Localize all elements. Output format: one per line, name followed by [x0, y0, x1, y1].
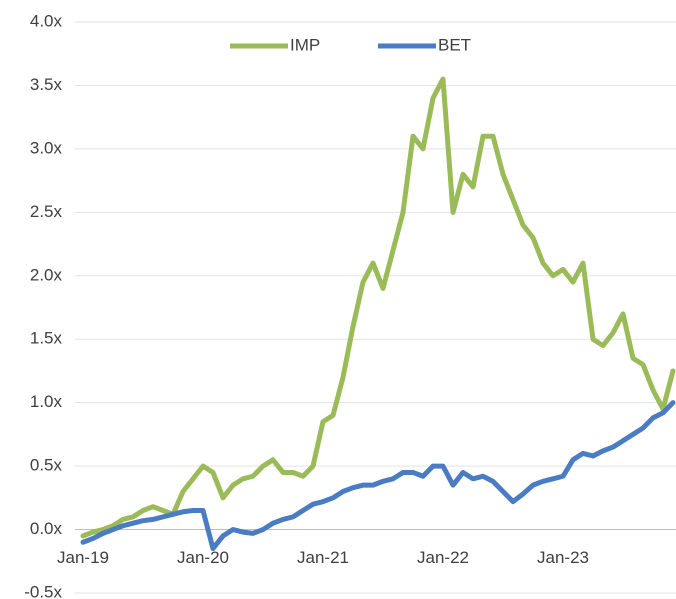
line-series	[80, 400, 676, 552]
y-tick-label: 0.5x	[30, 456, 63, 475]
y-tick-label: 3.5x	[30, 75, 63, 94]
legend-label: IMP	[290, 35, 320, 54]
y-tick-label: 1.5x	[30, 329, 63, 348]
y-tick-label: -0.5x	[24, 582, 62, 599]
x-tick-label: Jan-19	[57, 548, 109, 567]
legend-label: BET	[438, 35, 471, 54]
y-tick-label: 0.0x	[30, 519, 63, 538]
y-tick-label: 4.0x	[30, 11, 63, 30]
y-tick-label: 2.5x	[30, 202, 63, 221]
x-tick-label: Jan-21	[297, 548, 349, 567]
x-tick-label: Jan-20	[177, 548, 229, 567]
y-tick-label: 3.0x	[30, 138, 63, 157]
x-tick-label: Jan-23	[537, 548, 589, 567]
y-tick-label: 1.0x	[30, 392, 63, 411]
x-tick-label: Jan-22	[417, 548, 469, 567]
y-tick-label: 2.0x	[30, 265, 63, 284]
line-series	[80, 76, 676, 539]
